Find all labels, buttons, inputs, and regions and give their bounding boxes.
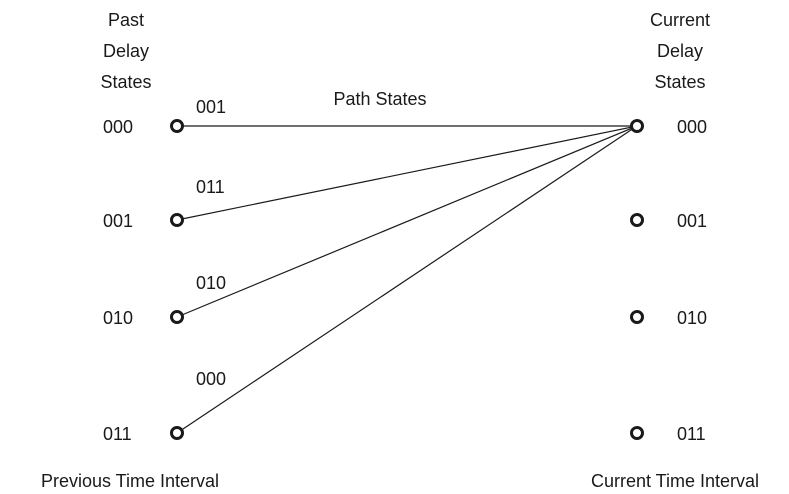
past-node-001 [170, 213, 184, 227]
past-header-line-3: States [100, 72, 151, 92]
current-state-010: 010 [677, 308, 707, 328]
past-state-011: 011 [103, 424, 132, 444]
current-node-011 [630, 426, 644, 440]
past-header-line-2: Delay [103, 41, 149, 61]
past-state-000: 000 [103, 117, 133, 137]
current-header-line-2: Delay [657, 41, 703, 61]
path-edge-011-000 [176, 125, 638, 434]
path-edge-010-000 [176, 125, 638, 318]
current-time-interval-label: Current Time Interval [591, 471, 759, 491]
current-node-001 [630, 213, 644, 227]
current-header-line-3: States [654, 72, 705, 92]
path-label-011: 011 [196, 177, 225, 197]
path-states-label: Path States [333, 89, 426, 109]
past-header-line-1: Past [108, 10, 144, 30]
path-label-001: 001 [196, 97, 226, 117]
current-state-001: 001 [677, 211, 707, 231]
path-label-010: 010 [196, 273, 226, 293]
current-header-line-1: Current [650, 10, 710, 30]
current-state-011: 011 [677, 424, 706, 444]
past-node-000 [170, 119, 184, 133]
past-node-011 [170, 426, 184, 440]
past-state-010: 010 [103, 308, 133, 328]
current-state-000: 000 [677, 117, 707, 137]
past-node-010 [170, 310, 184, 324]
past-state-001: 001 [103, 211, 133, 231]
current-node-000 [630, 119, 644, 133]
previous-time-interval-label: Previous Time Interval [41, 471, 219, 491]
current-node-010 [630, 310, 644, 324]
path-label-000: 000 [196, 369, 226, 389]
path-edge-001-000 [176, 125, 638, 221]
